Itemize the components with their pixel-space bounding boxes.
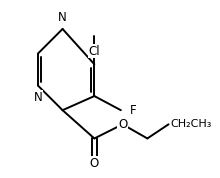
Text: Cl: Cl: [89, 45, 100, 58]
Text: CH₂CH₃: CH₂CH₃: [170, 119, 212, 129]
Text: N: N: [58, 11, 67, 24]
Text: N: N: [33, 91, 42, 104]
Text: F: F: [130, 104, 136, 117]
Text: O: O: [90, 157, 99, 170]
Text: O: O: [118, 118, 127, 131]
